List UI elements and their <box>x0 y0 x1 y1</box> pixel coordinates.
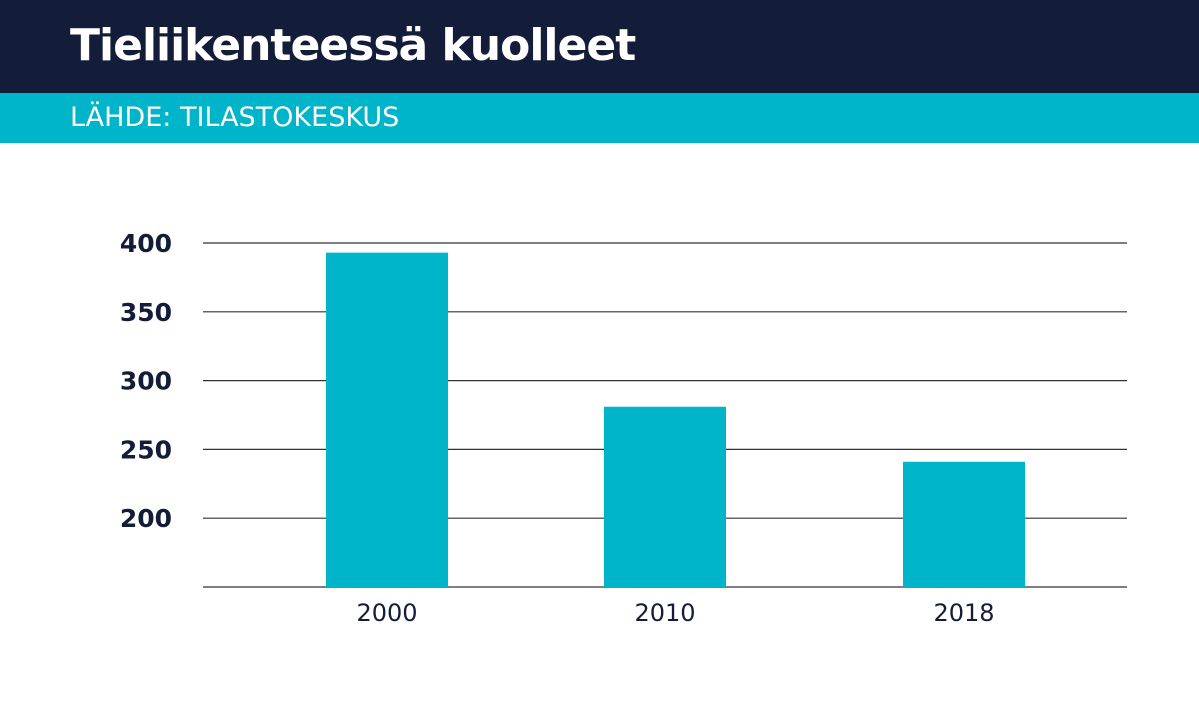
y-tick-label: 300 <box>120 367 172 396</box>
chart-title: Tieliikenteessä kuolleet <box>70 20 636 71</box>
bar-2000 <box>326 252 448 587</box>
y-tick-label: 350 <box>120 298 172 327</box>
bar-2010 <box>604 406 726 587</box>
y-tick-label: 400 <box>120 229 172 258</box>
source-bar <box>0 93 1199 143</box>
bars <box>326 252 1025 587</box>
axis: 200 250 300 350 400 2000 2010 2018 <box>120 229 995 627</box>
bar-2018 <box>903 461 1025 587</box>
header-bar: Tieliikenteessä kuolleet <box>0 0 1199 93</box>
x-tick-label: 2000 <box>356 599 417 627</box>
source-label: LÄHDE: TILASTOKESKUS <box>70 102 400 133</box>
y-tick-label: 200 <box>120 504 172 533</box>
x-tick-label: 2018 <box>933 599 994 627</box>
x-tick-label: 2010 <box>634 599 695 627</box>
y-tick-label: 250 <box>120 435 172 464</box>
